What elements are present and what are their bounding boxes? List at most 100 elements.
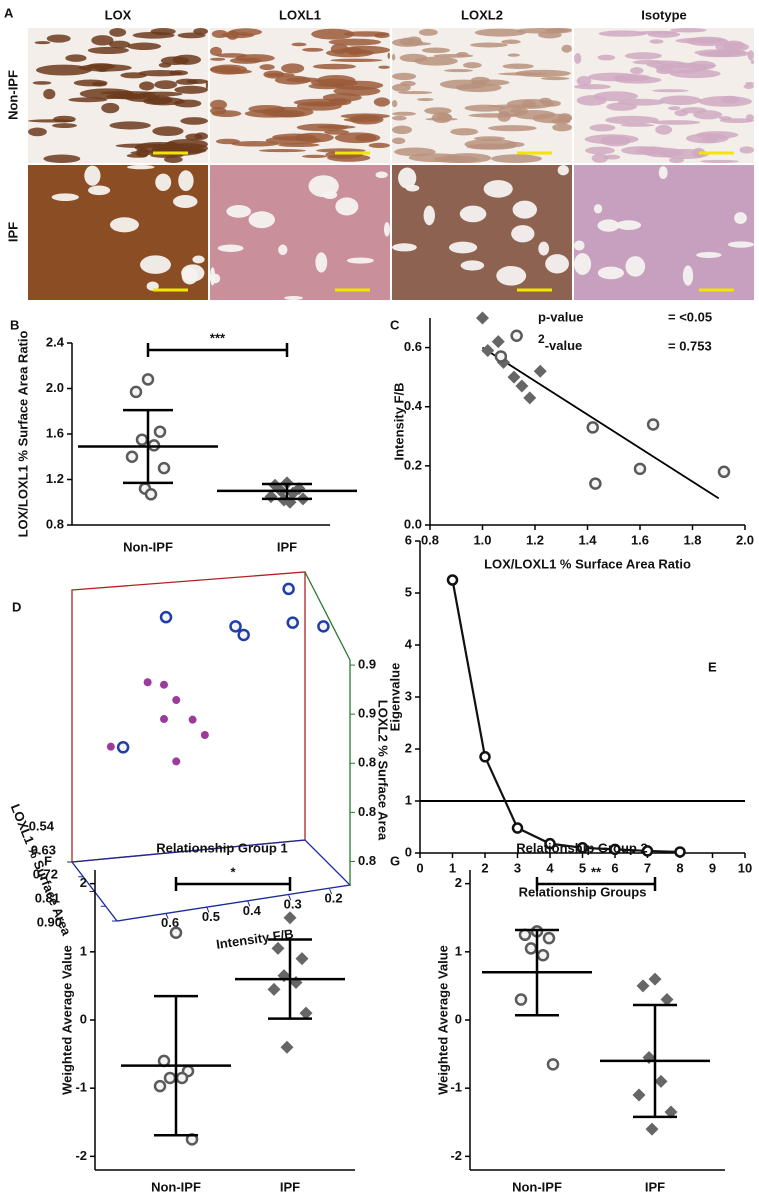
y-tick-label: 1.6 [46, 425, 64, 440]
tissue [433, 53, 474, 58]
tissue [150, 28, 176, 36]
x-tick-label: 1.2 [526, 532, 544, 547]
tissue [392, 53, 396, 61]
tissue [211, 110, 242, 117]
tissue [286, 77, 321, 83]
data-point [125, 450, 139, 463]
tissue [668, 106, 681, 111]
y-tick-label: 2 [405, 740, 412, 755]
x-tick-label: 2.0 [736, 532, 754, 547]
annotation: = 0.753 [668, 338, 712, 353]
data-point [717, 465, 731, 479]
airspace [545, 254, 569, 274]
data-point [491, 335, 505, 349]
data-point [280, 1040, 294, 1054]
x-tick-label: 0 [416, 860, 423, 875]
airspace [178, 170, 194, 192]
x-tick-label: 1.8 [683, 532, 701, 547]
x-tick-label: 4 [546, 860, 554, 875]
y-axis-title: Eigenvalue [387, 663, 402, 732]
data-point [544, 837, 556, 850]
tissue [164, 156, 183, 163]
tissue [490, 154, 542, 163]
data-point [159, 715, 168, 724]
tissue [655, 62, 707, 74]
tissue [668, 157, 684, 163]
data-point [633, 462, 647, 476]
significance-label: *** [210, 330, 226, 345]
airspace [682, 265, 694, 286]
airspace [423, 205, 435, 226]
data-point [514, 993, 528, 1006]
tissue [450, 128, 479, 136]
x-tick [206, 907, 210, 913]
data-point [286, 616, 299, 629]
x-tick-label: 0.2 [325, 891, 343, 906]
data-point [116, 741, 130, 754]
side-wall [304, 571, 351, 885]
data-point [646, 418, 660, 431]
x-axis-title: LOX/LOXL1 % Surface Area Ratio [484, 556, 691, 571]
tissue [154, 80, 178, 90]
airspace [51, 193, 79, 201]
tissue [400, 37, 414, 46]
data-point [271, 941, 285, 955]
tissue [488, 125, 537, 132]
tissue [210, 57, 226, 61]
airspace [616, 220, 642, 230]
data-point [476, 311, 489, 325]
tissue [301, 154, 328, 159]
x-tick-label: 0.6 [161, 915, 179, 930]
airspace [155, 173, 172, 192]
tissue [464, 104, 505, 112]
tissue [585, 146, 615, 155]
tissue [307, 103, 340, 107]
significance-bracket [146, 343, 289, 357]
tissue [392, 115, 407, 121]
x-tick-label: 1.6 [631, 532, 649, 547]
z-tick-label: 0.8 [358, 853, 376, 868]
airspace [308, 175, 339, 198]
y-tick-label: 6 [405, 532, 412, 547]
x-tick-label: 1 [449, 860, 456, 875]
x-tick-label: IPF [280, 1179, 300, 1194]
data-point [654, 1074, 668, 1088]
tissue [65, 54, 87, 62]
y-tick-label: 1 [455, 943, 462, 958]
data-point [129, 385, 143, 399]
data-point [299, 1006, 313, 1020]
airspace [538, 241, 550, 256]
tissue [86, 63, 116, 70]
tissue [392, 111, 417, 116]
y-tick-label: 2 [455, 875, 462, 890]
tissue [574, 84, 612, 90]
y-tick-label: 1 [405, 792, 412, 807]
data-point [536, 948, 550, 962]
tissue [340, 113, 391, 119]
data-point [636, 979, 650, 993]
tissue [210, 99, 228, 110]
tissue [216, 53, 248, 58]
tissue [312, 63, 357, 70]
tissue [210, 46, 222, 56]
x-tick-label: 1.0 [473, 532, 491, 547]
tissue [138, 70, 183, 77]
tissue [394, 147, 436, 157]
data-point [524, 942, 538, 955]
tissue [302, 47, 324, 52]
tissue [127, 42, 162, 51]
x-tick-label: 10 [738, 860, 752, 875]
tissue [229, 57, 262, 64]
tissue [258, 149, 306, 153]
data-point [106, 742, 115, 751]
airspace [593, 204, 603, 214]
column-label: LOX [105, 7, 132, 22]
x-axis-title: Relationship Groups [519, 884, 647, 899]
tissue [470, 76, 490, 84]
y-tick-label: 0 [455, 1011, 462, 1026]
y-axis-title: LOX/LOXL1 % Surface Area Ratio [15, 331, 30, 538]
tissue [497, 72, 548, 76]
y-tick-label: 2.0 [46, 380, 64, 395]
panel-a: A LOX LOXL1 LOXL2 Isotype Non-IPF IPF [4, 5, 755, 300]
chart-title: Relationship Group 1 [156, 840, 287, 855]
